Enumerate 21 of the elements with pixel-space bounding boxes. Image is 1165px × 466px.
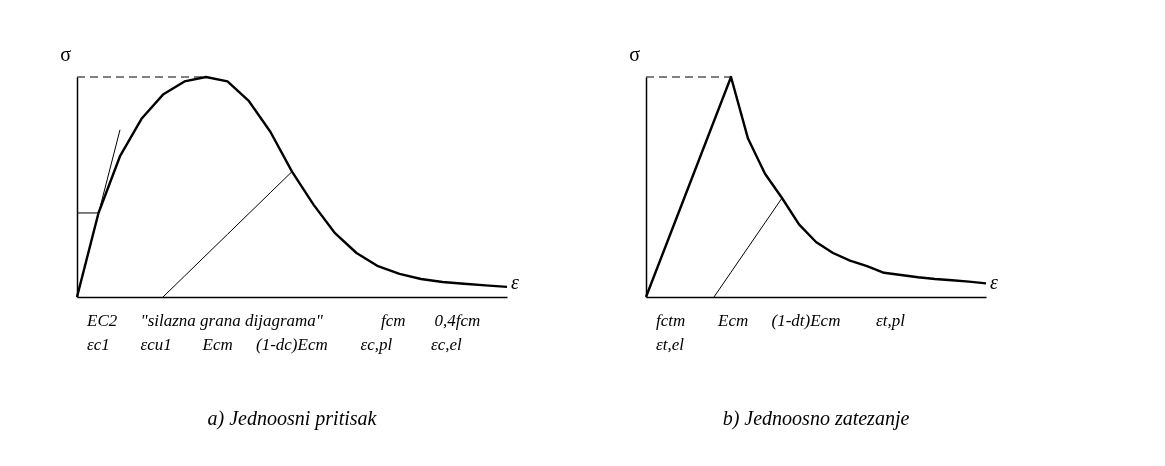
text: Ecm <box>201 335 233 354</box>
text: εc,pl <box>360 335 393 354</box>
x-axis-title: ε <box>511 271 519 293</box>
text: εt,el <box>656 335 685 354</box>
text: εcu1 <box>140 335 172 354</box>
x-axis-title: ε <box>990 271 998 293</box>
text: (1-dc)Ecm <box>256 335 328 354</box>
text: fcm <box>381 311 406 330</box>
text: Ecm <box>717 311 749 330</box>
text: 0,4fcm <box>434 311 481 330</box>
text: (1-dt)Ecm <box>771 311 841 330</box>
text: EC2 <box>86 311 118 330</box>
y-axis-title: σ <box>60 43 72 65</box>
text: εc,el <box>431 335 463 354</box>
text: εc1 <box>87 335 110 354</box>
text: a) Jednoosni pritisak <box>207 407 378 430</box>
text: εt,pl <box>876 311 906 330</box>
text: "silazna grana dijagrama" <box>140 311 324 330</box>
text: b) Jednoosno zatezanje <box>722 407 910 430</box>
text: fctm <box>656 311 686 330</box>
y-axis-title: σ <box>629 43 641 65</box>
